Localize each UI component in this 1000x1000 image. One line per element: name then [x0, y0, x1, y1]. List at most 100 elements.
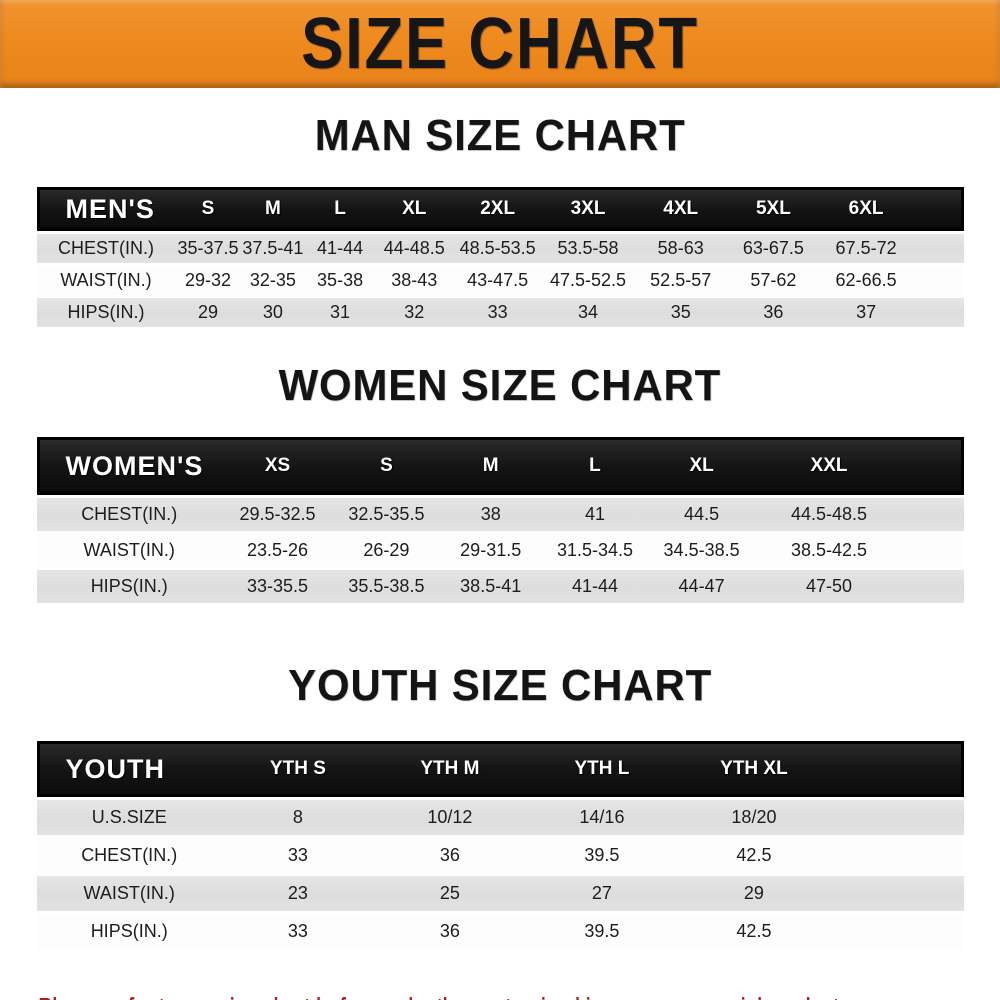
data-cell: 34.5-38.5 — [648, 534, 755, 567]
header-size-cell: YTH M — [373, 741, 526, 797]
data-cell: 34 — [541, 298, 635, 327]
row-label-cell: U.S.SIZE — [36, 800, 222, 835]
data-cell: 52.5-57 — [634, 266, 728, 295]
row-spacer-cell — [903, 498, 964, 531]
header-row: YOUTH YTH S YTH M YTH L YTH XL — [36, 741, 964, 797]
row-label-cell: HIPS(IN.) — [36, 298, 176, 327]
data-cell: 32 — [374, 298, 454, 327]
row-label-cell: CHEST(IN.) — [36, 234, 176, 263]
table-row: CHEST(IN.) 33 36 39.5 42.5 — [36, 838, 964, 873]
row-label-cell: CHEST(IN.) — [36, 838, 222, 873]
data-cell: 30 — [240, 298, 306, 327]
header-row: MEN'S S M L XL 2XL 3XL 4XL 5XL 6XL — [36, 187, 964, 231]
data-cell: 33 — [221, 838, 374, 873]
row-spacer-cell — [912, 266, 964, 295]
data-cell: 41-44 — [305, 234, 375, 263]
data-cell: 42.5 — [677, 838, 830, 873]
header-size-cell: L — [541, 437, 649, 495]
data-cell: 33-35.5 — [221, 570, 334, 603]
data-cell: 38-43 — [374, 266, 454, 295]
data-cell: 67.5-72 — [819, 234, 913, 263]
data-cell: 25 — [373, 876, 526, 911]
men-section: MAN SIZE CHART MEN'S S M L XL 2XL 3XL 4XL 5XL 6XL… — [0, 112, 1000, 330]
data-cell: 18/20 — [677, 800, 830, 835]
header-size-cell: 5XL — [727, 187, 820, 231]
size-chart-banner: SIZE CHART — [0, 0, 1000, 88]
header-size-cell: M — [240, 187, 306, 231]
header-size-cell: XXL — [754, 437, 904, 495]
data-cell: 39.5 — [525, 838, 678, 873]
header-size-cell: YTH L — [525, 741, 678, 797]
header-spacer-cell — [903, 437, 964, 495]
header-size-cell: 3XL — [541, 187, 635, 231]
table-row: U.S.SIZE 8 10/12 14/16 18/20 — [36, 800, 964, 835]
data-cell: 44.5 — [648, 498, 755, 531]
data-cell: 37 — [819, 298, 913, 327]
table-row: WAIST(IN.) 29-32 32-35 35-38 38-43 43-47.5 47.… — [36, 266, 964, 295]
table-row: HIPS(IN.) 29 30 31 32 33 34 35 36 37 — [36, 298, 964, 327]
header-size-cell: YTH S — [221, 741, 374, 797]
data-cell: 35-37.5 — [175, 234, 241, 263]
men-size-table: MEN'S S M L XL 2XL 3XL 4XL 5XL 6XL CHEST(IN.) 35-37… — [36, 184, 964, 330]
table-row: CHEST(IN.) 35-37.5 37.5-41 41-44 44-48.5 48.5… — [36, 234, 964, 263]
data-cell: 29 — [677, 876, 830, 911]
data-cell: 57-62 — [727, 266, 820, 295]
men-section-title: MAN SIZE CHART — [0, 112, 1000, 170]
data-cell: 29 — [175, 298, 241, 327]
data-cell: 23.5-26 — [221, 534, 334, 567]
header-size-cell: S — [175, 187, 241, 231]
data-cell: 33 — [221, 914, 374, 949]
data-cell: 53.5-58 — [541, 234, 635, 263]
disclaimer-footer: Please refer to our size chart before or… — [0, 986, 1000, 1000]
data-cell: 39.5 — [525, 914, 678, 949]
row-spacer-cell — [912, 298, 964, 327]
data-cell: 10/12 — [373, 800, 526, 835]
data-cell: 29.5-32.5 — [221, 498, 334, 531]
row-spacer-cell — [829, 800, 964, 835]
banner-title: SIZE CHART — [301, 4, 699, 84]
header-size-cell: 4XL — [634, 187, 728, 231]
header-size-cell: 6XL — [819, 187, 913, 231]
header-label-cell: MEN'S — [36, 187, 176, 231]
women-size-table: WOMEN'S XS S M L XL XXL CHEST(IN.) 29.5-32.5 32.5… — [36, 434, 964, 606]
table-row: HIPS(IN.) 33 36 39.5 42.5 — [36, 914, 964, 949]
row-spacer-cell — [912, 234, 964, 263]
row-spacer-cell — [829, 914, 964, 949]
women-section-title-text: WOMEN SIZE CHART — [278, 361, 722, 410]
header-spacer-cell — [912, 187, 964, 231]
row-spacer-cell — [903, 570, 964, 603]
data-cell: 35 — [634, 298, 728, 327]
header-size-cell: YTH XL — [677, 741, 830, 797]
data-cell: 36 — [373, 914, 526, 949]
header-size-cell: XL — [648, 437, 755, 495]
data-cell: 38.5-42.5 — [754, 534, 904, 567]
data-cell: 35-38 — [305, 266, 375, 295]
data-cell: 44-47 — [648, 570, 755, 603]
data-cell: 8 — [221, 800, 374, 835]
header-spacer-cell — [829, 741, 964, 797]
data-cell: 63-67.5 — [727, 234, 820, 263]
men-section-title-text: MAN SIZE CHART — [314, 111, 686, 160]
header-size-cell: XL — [374, 187, 454, 231]
header-label-cell: WOMEN'S — [36, 437, 222, 495]
youth-size-table: YOUTH YTH S YTH M YTH L YTH XL U.S.SIZE 8 10/12… — [36, 738, 964, 952]
data-cell: 47-50 — [754, 570, 904, 603]
women-section-title: WOMEN SIZE CHART — [0, 362, 1000, 420]
header-size-cell: 2XL — [453, 187, 542, 231]
data-cell: 44-48.5 — [374, 234, 454, 263]
header-size-cell: S — [333, 437, 440, 495]
table-row: HIPS(IN.) 33-35.5 35.5-38.5 38.5-41 41-44 44-… — [36, 570, 964, 603]
data-cell: 27 — [525, 876, 678, 911]
data-cell: 38 — [439, 498, 542, 531]
disclaimer-line-1: Please refer to our size chart before or… — [38, 986, 855, 1000]
data-cell: 29-32 — [175, 266, 241, 295]
row-label-cell: WAIST(IN.) — [36, 876, 222, 911]
data-cell: 29-31.5 — [439, 534, 542, 567]
header-size-cell: L — [305, 187, 375, 231]
header-row: WOMEN'S XS S M L XL XXL — [36, 437, 964, 495]
table-row: WAIST(IN.) 23.5-26 26-29 29-31.5 31.5-34.5 34… — [36, 534, 964, 567]
row-label-cell: CHEST(IN.) — [36, 498, 222, 531]
data-cell: 41-44 — [541, 570, 649, 603]
header-size-cell: M — [439, 437, 542, 495]
youth-section: YOUTH SIZE CHART YOUTH YTH S YTH M YTH L YTH… — [0, 662, 1000, 952]
